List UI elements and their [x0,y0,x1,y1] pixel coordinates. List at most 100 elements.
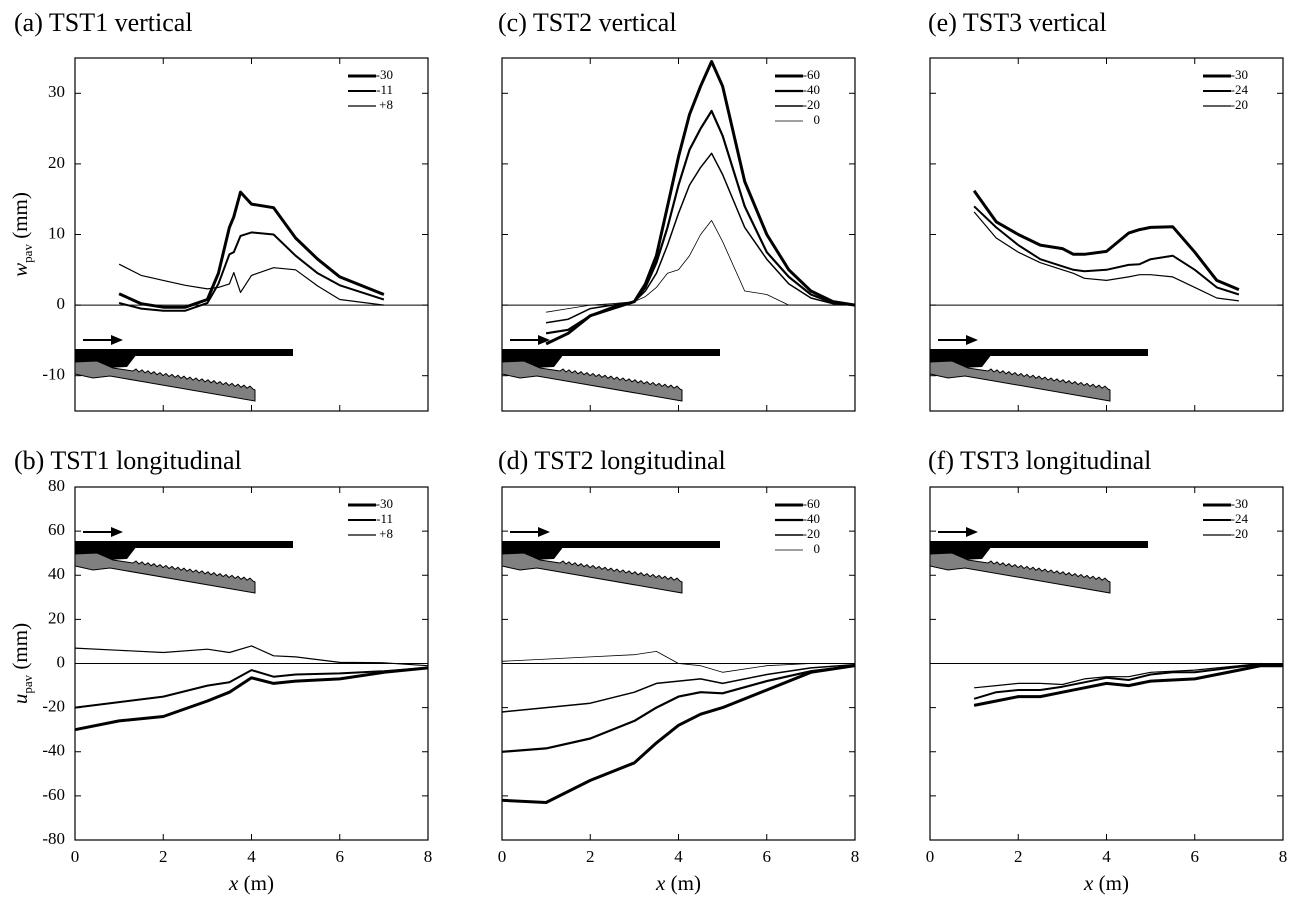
x-axis-label: x (m) [228,871,274,895]
series-line [118,231,385,312]
advance-arrow-head [966,527,978,537]
tunnel-schematic [929,335,1148,402]
advance-arrow-head [538,335,550,345]
x-tick-label: 2 [586,847,595,866]
plot-frame [929,486,1284,841]
series-line [973,664,1283,707]
y-tick-label: -80 [42,829,65,848]
panel: (b) TST1 longitudinal-80-60-40-200204060… [8,446,432,895]
series-line [972,189,1240,291]
tunnel-schematic [74,335,293,402]
segment-lining [501,360,683,402]
series-line [74,666,429,709]
series-line [973,663,1283,700]
y-axis-unit: (mm) [8,192,32,239]
series-line [74,666,429,732]
panel-title: (d) TST2 longitudinal [498,446,726,475]
legend-label: 0 [814,541,821,556]
tunnel-schematic [501,335,720,402]
pavement-bar [75,541,293,548]
panel: (f) TST3 longitudinal 0 2 4 6 8 x (m) -30-24-20 [926,446,1288,895]
y-axis-label: wpav (mm) [8,192,35,277]
tunnel-schematic [501,527,720,594]
panel: (a) TST1 vertical -10 0 10 20 30 wpav (mm) -30-… [8,8,429,412]
legend-label: -20 [803,97,820,112]
x-axis-symbol: x [1083,871,1094,895]
series-line [501,664,856,804]
segment-lining [74,552,256,594]
plot-frame [74,57,429,412]
legend-label: -20 [1231,97,1248,112]
segment-lining [74,360,256,402]
legend-label: -60 [803,67,820,82]
x-tick-label: 4 [674,847,683,866]
y-tick-label: 20 [48,608,65,627]
segment-lining [501,552,683,594]
y-axis-subscript: pav [20,244,35,263]
y-tick-label: 30 [48,82,65,101]
x-tick-label: 4 [1102,847,1111,866]
y-tick-label: 0 [57,652,66,671]
tunnel-schematic [929,527,1148,594]
advance-arrow-head [538,527,550,537]
y-tick-label: 10 [48,223,65,242]
panel: (c) TST2 vertical -60-40-200 [498,8,856,412]
y-axis-symbol: w [8,263,32,277]
series-line [974,662,1284,689]
panel-title: (a) TST1 vertical [14,8,193,37]
series-line [546,220,855,313]
y-tick-label: 40 [48,564,65,583]
legend-label: -11 [376,511,393,526]
legend-label: -11 [376,82,393,97]
series-line [545,109,856,335]
panel: (e) TST3 vertical -30-24-20 [928,8,1284,412]
legend-label: -24 [1231,511,1249,526]
legend-label: -60 [803,496,820,511]
x-axis-label: x (m) [1083,871,1129,895]
x-tick-label: 0 [926,847,935,866]
panel-title: (e) TST3 vertical [928,8,1107,37]
panel: (d) TST2 longitudinal 0 2 4 6 8 x (m) -60-40-20… [498,446,860,895]
legend-label: -20 [1231,526,1248,541]
y-tick-label: -20 [42,697,65,716]
pavement-bar [930,349,1148,356]
x-axis-unit: (m) [244,871,274,895]
x-tick-label: 0 [498,847,507,866]
y-tick-label: -10 [42,365,65,384]
panel-title: (c) TST2 vertical [498,8,677,37]
y-tick-label: 20 [48,153,65,172]
y-axis-unit: (mm) [8,623,32,670]
x-axis-symbol: x [228,871,239,895]
pavement-bar [502,349,720,356]
x-tick-label: 8 [424,847,433,866]
x-tick-label: 6 [763,847,772,866]
panel-title: (b) TST1 longitudinal [14,446,242,475]
x-axis-unit: (m) [671,871,701,895]
panel-title: (f) TST3 longitudinal [928,446,1151,475]
y-axis-subscript: pav [20,674,35,693]
y-axis-symbol: u [8,694,32,705]
plot-frame [929,57,1284,412]
y-tick-label: -40 [42,741,65,760]
legend-label: -30 [1231,67,1248,82]
pavement-bar [502,541,720,548]
plot-frame [74,486,429,841]
y-tick-label: 0 [57,294,66,313]
series-line [545,60,856,346]
pavement-bar [930,541,1148,548]
x-tick-label: 2 [1014,847,1023,866]
advance-arrow-head [966,335,978,345]
legend-label: -24 [1231,82,1249,97]
series-line [973,211,1239,302]
series-line [501,663,856,713]
series-line [118,263,384,306]
legend-label: +8 [379,526,393,541]
x-tick-label: 6 [1191,847,1200,866]
plot-frame [501,57,856,412]
legend-label: -20 [803,526,820,541]
legend-label: +8 [379,97,393,112]
series-line [118,190,385,309]
tunnel-schematic [74,527,293,594]
y-tick-label: -60 [42,785,65,804]
